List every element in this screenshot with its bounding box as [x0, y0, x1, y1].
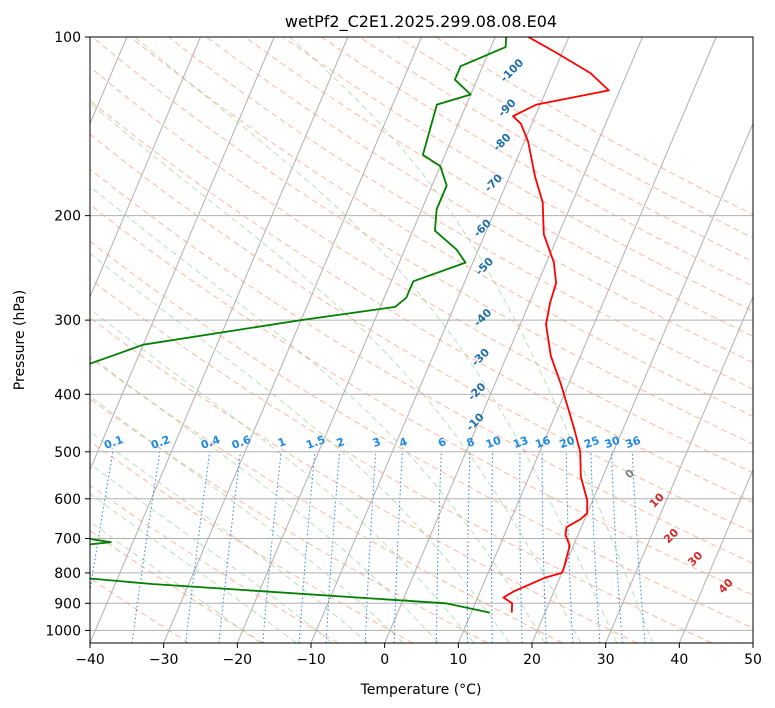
moist-adiabat-line	[90, 395, 404, 643]
moist-adiabat-line	[289, 37, 654, 643]
moist-adiabat-line	[90, 521, 261, 643]
temperature-profile-line	[502, 37, 610, 613]
mixing-ratio-label: 4	[397, 435, 409, 450]
isotherm-line	[457, 37, 717, 643]
y-tick-label: 1000	[45, 623, 81, 639]
mixing-ratio-label: 2	[335, 435, 347, 450]
mixing-ratio-label: 20	[558, 434, 577, 452]
moist-adiabat-line	[90, 102, 582, 643]
x-tick-label: 0	[380, 652, 389, 668]
y-tick-label: 700	[54, 532, 81, 548]
x-tick-label: 50	[744, 652, 762, 668]
mixing-ratio-label: 6	[436, 435, 448, 450]
mixing-ratio-label: 13	[511, 434, 530, 451]
dry-adiabat-line	[90, 317, 638, 643]
mixing-ratio-label: 25	[582, 434, 601, 451]
mixing-ratio-label: 1.5	[304, 433, 327, 452]
mixing-ratio-label: 30	[603, 434, 622, 452]
isotherm-line	[605, 295, 753, 643]
x-tick-label: −20	[223, 652, 253, 668]
moist-adiabat-line	[90, 252, 510, 643]
x-tick-label: 40	[670, 652, 688, 668]
mixing-ratio-line	[218, 451, 241, 643]
dry-adiabat-line	[168, 37, 753, 390]
chart-title: wetPf2_C2E1.2025.299.08.08.E04	[285, 12, 557, 32]
y-tick-label: 100	[54, 30, 81, 46]
mixing-ratio-line	[298, 451, 316, 643]
moist-adiabat-line	[90, 493, 297, 643]
isotherm-line	[531, 122, 753, 643]
mixing-ratio-label: 0.2	[149, 433, 172, 452]
y-axis-label: Pressure (hPa)	[12, 290, 28, 390]
dry-adiabat-line	[244, 37, 753, 337]
y-tick-label: 600	[54, 492, 81, 508]
mixing-ratio-label: 1	[276, 435, 288, 450]
mixing-ratio-line	[325, 451, 341, 643]
mixing-ratio-line	[262, 451, 282, 643]
x-tick-label: −10	[296, 652, 326, 668]
dry-adiabat-line	[90, 99, 753, 503]
dry-adiabat-line	[90, 240, 753, 629]
moist-adiabat-line	[90, 463, 333, 643]
y-tick-label: 900	[54, 596, 81, 612]
mixing-ratio-label: 0.6	[230, 433, 253, 452]
mixing-ratio-label: 0.1	[102, 433, 125, 452]
dry-adiabat-line	[90, 168, 753, 564]
mixing-ratio-label: 3	[371, 435, 383, 450]
axis-ticks: −40 −30 −20 −10 0 10 20 30 40 5010020030040050060…	[45, 30, 762, 668]
moist-adiabat-line	[90, 431, 369, 643]
isotherm-line	[384, 37, 643, 643]
dry-adiabat-line	[282, 37, 753, 312]
isotherm-line	[90, 37, 201, 298]
mixing-ratio-line	[364, 451, 377, 643]
moist-adiabat-line	[134, 37, 618, 643]
dry-adiabat-line	[90, 133, 753, 533]
plot-frame	[89, 36, 754, 644]
mixing-ratio-label: 10	[484, 434, 503, 452]
mixing-ratio-line	[590, 451, 601, 643]
mixing-ratio-label: 0.4	[199, 433, 222, 452]
data-series	[90, 37, 610, 614]
dry-adiabat-line	[90, 204, 753, 596]
dry-adiabat-line	[130, 37, 753, 417]
isotherm-line	[90, 37, 275, 472]
mixing-ratio-line	[611, 451, 623, 643]
dry-adiabat-line	[91, 37, 753, 445]
dry-adiabat-line	[90, 357, 563, 643]
isotherm-line	[90, 37, 349, 643]
x-tick-label: −40	[75, 652, 105, 668]
y-tick-label: 800	[54, 566, 81, 582]
dry-adiabat-line	[90, 398, 488, 643]
mixing-ratio-line	[631, 451, 646, 643]
background-lines	[90, 37, 753, 643]
x-tick-label: 10	[449, 652, 467, 668]
x-tick-label: 30	[597, 652, 615, 668]
isotherm-line	[163, 37, 422, 643]
mixing-ratio-line	[131, 451, 161, 643]
x-axis-label: Temperature (°C)	[360, 682, 482, 698]
isotherm-line	[678, 468, 753, 643]
mixing-ratio-label: 36	[624, 434, 643, 452]
y-tick-label: 500	[54, 445, 81, 461]
mixing-ratio-line	[185, 451, 211, 643]
y-tick-label: 300	[54, 313, 81, 329]
mixing-ratio-label: 16	[533, 434, 552, 452]
x-tick-label: −30	[149, 652, 179, 668]
mixing-ratio-label: 8	[465, 435, 477, 450]
isotherm-line	[236, 37, 496, 643]
x-tick-label: 20	[523, 652, 541, 668]
dry-adiabat-line	[90, 278, 712, 643]
moist-adiabat-line	[90, 308, 475, 643]
dry-adiabat-line	[90, 484, 339, 643]
y-tick-label: 400	[54, 387, 81, 403]
y-tick-label: 200	[54, 209, 81, 225]
moist-adiabat-line	[90, 355, 439, 643]
dewpoint-profile-line	[90, 37, 508, 614]
dry-adiabat-line	[90, 530, 264, 643]
